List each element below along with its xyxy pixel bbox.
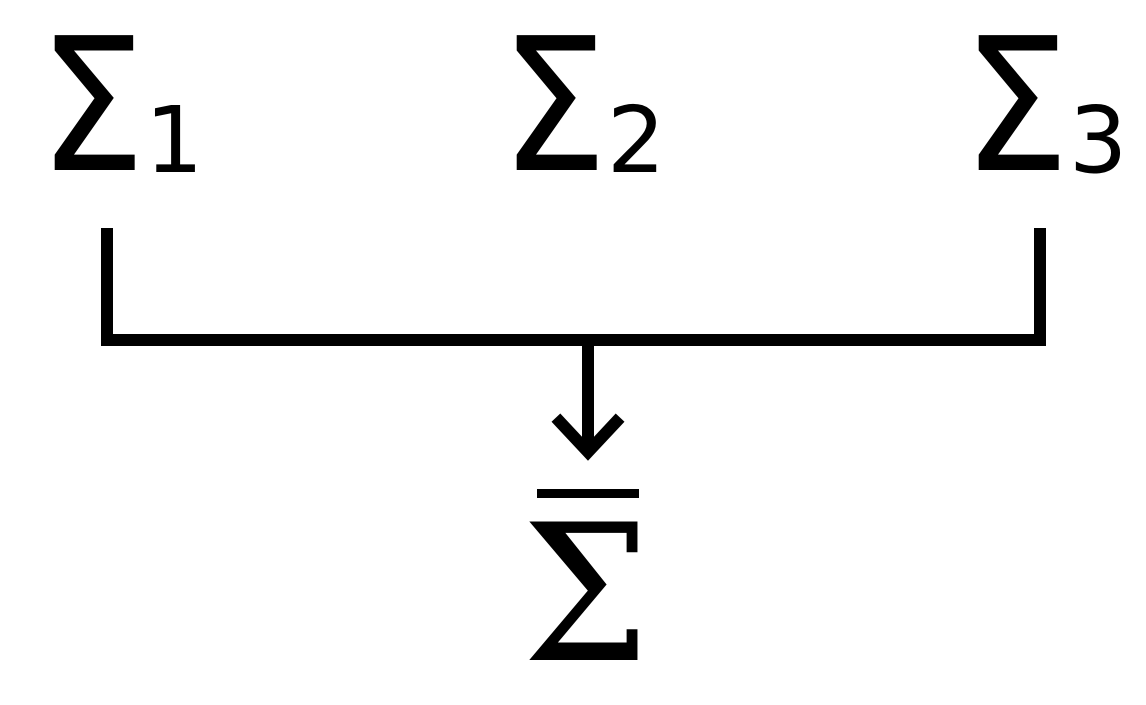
sigma-3-node: Σ3 [962, 14, 1127, 199]
sigma-subscript: 1 [144, 86, 204, 194]
sigma-subscript: 3 [1068, 86, 1128, 194]
arrow-head-icon [551, 413, 625, 461]
sigma-symbol: Σ [500, 0, 608, 214]
sigma-subscript: 2 [606, 86, 666, 194]
sigma-2-node: Σ2 [500, 14, 665, 199]
sigma-1-node: Σ1 [38, 14, 203, 199]
sigma-bar-symbol: Σ [522, 484, 650, 705]
sigma-bar-result-node: Σ [522, 500, 656, 690]
sigma-symbol: Σ [38, 0, 146, 214]
overline-bar [537, 489, 639, 498]
sigma-symbol: Σ [962, 0, 1070, 214]
